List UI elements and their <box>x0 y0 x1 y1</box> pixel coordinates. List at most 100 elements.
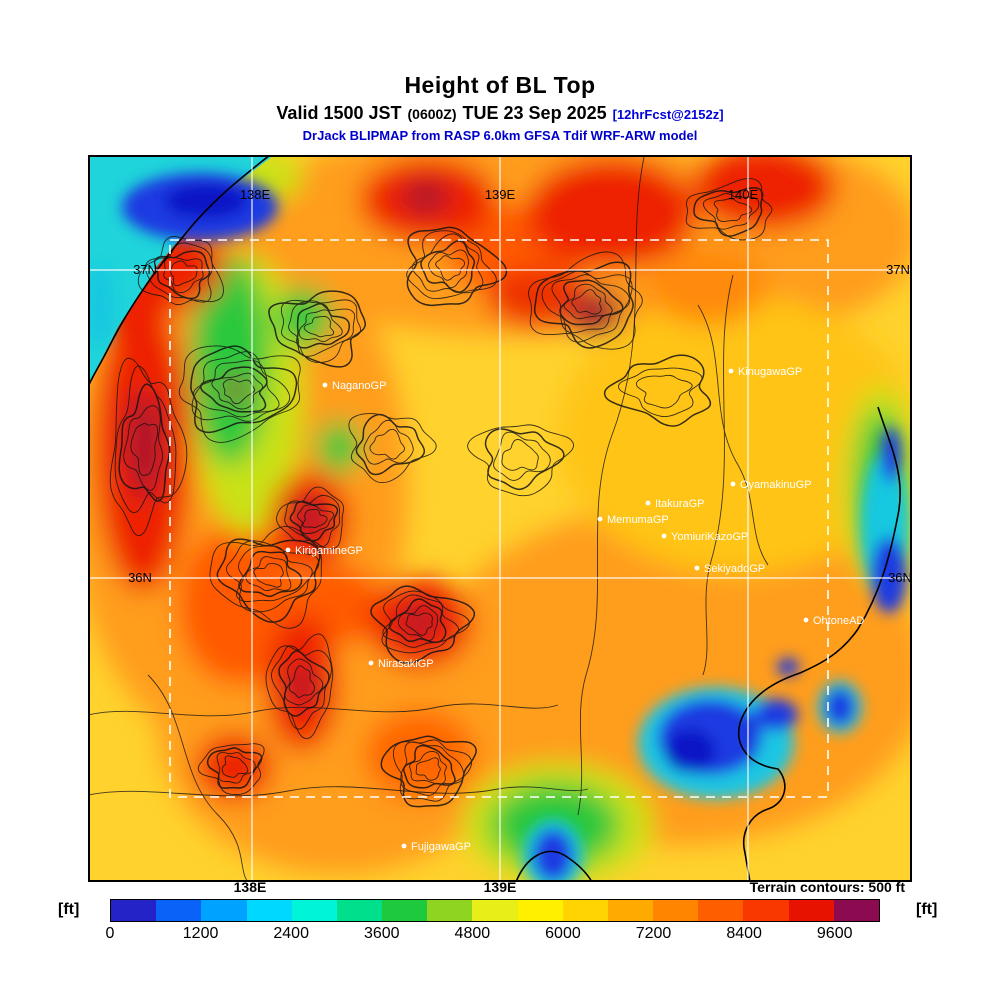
grid-label: 37N <box>133 262 157 277</box>
model-line: DrJack BLIPMAP from RASP 6.0km GFSA Tdif… <box>302 128 698 143</box>
terrain-contour-line <box>406 230 497 300</box>
terrain-contour-line <box>363 419 414 465</box>
site-label: ItakuraGP <box>655 498 705 510</box>
domain-boundary-box <box>169 239 829 798</box>
grid-labels: 138E 139E 140E 37N 37N 36N 36N <box>128 187 912 585</box>
bottom-grid-label: 139E <box>483 879 517 895</box>
site-marker-dot <box>597 516 603 522</box>
colorbar-segment <box>788 900 834 921</box>
terrain-contour-line <box>178 345 301 443</box>
page-title: Height of BL Top <box>404 72 596 98</box>
terrain-contour-line <box>467 424 574 497</box>
title-block: Height of BL Top Valid 1500 JST (0600Z) TU… <box>0 72 1000 143</box>
colorbar-segment <box>653 900 699 921</box>
terrain-contour-line <box>123 405 164 491</box>
colorbar-tick-label: 8400 <box>726 925 762 942</box>
site-marker-dot <box>645 500 651 506</box>
terrain-contour-line <box>702 193 760 230</box>
colorbar-segment <box>607 900 654 921</box>
terrain-contour-line <box>571 289 602 315</box>
colorbar-segment <box>382 900 428 921</box>
terrain-contour-line <box>114 365 177 514</box>
colorbar-segment <box>201 900 247 921</box>
terrain-contour-line <box>369 428 406 460</box>
terrain-contour-line <box>278 650 330 717</box>
terrain-contour-line <box>618 367 703 417</box>
site-marker-dot <box>368 660 374 666</box>
terrain-contour-line <box>559 279 624 326</box>
terrain-contour-line <box>693 187 764 237</box>
terrain-contour-line <box>713 198 753 222</box>
map-area: 138E 139E 140E 37N 37N 36N 36N NaganoGP Kinugaw… <box>88 155 912 882</box>
site-marker-dot <box>401 843 407 849</box>
site-marker-dot <box>694 565 700 571</box>
terrain-contour-line <box>216 752 256 784</box>
terrain-contour-line <box>397 605 439 641</box>
colorbar-tick-label: 0 <box>105 925 115 942</box>
terrain-contour-line <box>685 178 773 241</box>
colorbar-tick-label: 9600 <box>816 925 853 942</box>
terrain-contour-line <box>405 612 433 636</box>
colorbar-segment <box>291 900 337 921</box>
terrain-contour-line <box>541 270 633 343</box>
terrain-contour-line <box>409 751 447 785</box>
colorbar-tick-label: 2400 <box>273 925 309 942</box>
terrain-contour-line <box>199 366 268 413</box>
colorbar-segment <box>833 900 879 921</box>
site-marker-dot <box>661 533 667 539</box>
coastline <box>88 155 901 882</box>
grid-label: 36N <box>888 570 912 585</box>
terrain-contour-line <box>302 509 328 528</box>
colorbar-segment <box>156 900 202 921</box>
valid-zulu: (0600Z) <box>407 106 457 122</box>
terrain-contours-note: Terrain contours: 500 ft <box>749 879 905 895</box>
site-marker-dot <box>285 547 291 553</box>
terrain-contour-line <box>348 413 437 484</box>
colorbar-tick-label: 1200 <box>182 925 219 942</box>
terrain-contour-line <box>415 757 441 781</box>
grid-label: 139E <box>485 187 516 202</box>
terrain-contour-line <box>245 556 292 592</box>
site-label: OhtoneAD <box>813 615 864 627</box>
grid-label: 36N <box>128 570 152 585</box>
terrain-contour-line <box>563 283 613 320</box>
terrain-contour-line <box>296 303 351 349</box>
terrain-contours-open <box>88 156 769 882</box>
colorbar-segment <box>472 900 518 921</box>
terrain-contour-line <box>635 374 693 409</box>
colorbar-tick-label: 6000 <box>545 925 581 942</box>
terrain-contour-line <box>130 423 159 476</box>
site-label: KirigamineGP <box>295 545 363 557</box>
terrain-contour-line <box>493 431 551 481</box>
terrain-contour-line <box>137 235 224 306</box>
terrain-contour-line <box>163 257 204 294</box>
terrain-contour-line <box>170 260 198 287</box>
terrain-contour-line <box>533 261 634 349</box>
terrain-contour-line <box>209 525 322 629</box>
site-marker-dot <box>803 617 809 623</box>
colorbar-segment <box>111 900 157 921</box>
colorbar-tick-label: 7200 <box>635 925 672 942</box>
terrain-contour-line <box>221 755 249 778</box>
terrain-contour-line <box>603 354 712 427</box>
colorbar-tick-label: 4800 <box>454 925 491 942</box>
colorbar-gradient <box>110 899 880 922</box>
grid-label: 138E <box>240 187 271 202</box>
grid-label: 37N <box>886 262 910 277</box>
colorbar-segment <box>743 900 789 921</box>
terrain-contour-line <box>528 251 643 350</box>
site-markers: NaganoGP KinugawaGP OyamakinuGP ItakuraGP Me… <box>285 366 864 853</box>
terrain-contour-line <box>268 290 367 368</box>
colorbar-segment <box>336 900 383 921</box>
terrain-contour-line <box>501 439 539 471</box>
terrain-contour-line <box>153 250 211 300</box>
site-label: FujigawaGP <box>411 841 471 853</box>
terrain-contour-line <box>222 378 256 405</box>
valid-date: TUE 23 Sep 2025 <box>462 103 607 123</box>
terrain-contour-line <box>216 538 321 623</box>
terrain-contour-line <box>284 494 341 548</box>
site-marker-dot <box>322 382 328 388</box>
site-label: NaganoGP <box>332 380 386 392</box>
site-label: KinugawaGP <box>738 366 802 378</box>
